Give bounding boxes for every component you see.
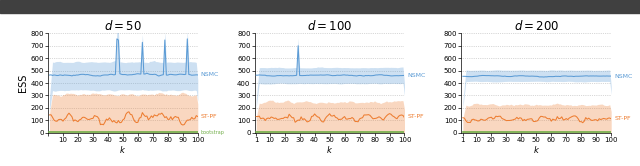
Text: ST-PF: ST-PF [408,114,424,119]
Text: ST-PF: ST-PF [201,114,218,119]
Text: NSMC: NSMC [201,72,219,77]
Text: NSMC: NSMC [408,73,426,78]
Title: $d = 100$: $d = 100$ [307,19,353,33]
X-axis label: $k$: $k$ [119,144,127,155]
Y-axis label: ESS: ESS [17,74,28,92]
X-axis label: $k$: $k$ [532,144,540,155]
Title: $d = 50$: $d = 50$ [104,19,142,33]
Text: NSMC: NSMC [614,74,632,79]
Title: $d = 200$: $d = 200$ [513,19,559,33]
X-axis label: $k$: $k$ [326,144,333,155]
Text: ST-PF: ST-PF [614,116,631,121]
Text: bootstrap: bootstrap [201,130,225,135]
